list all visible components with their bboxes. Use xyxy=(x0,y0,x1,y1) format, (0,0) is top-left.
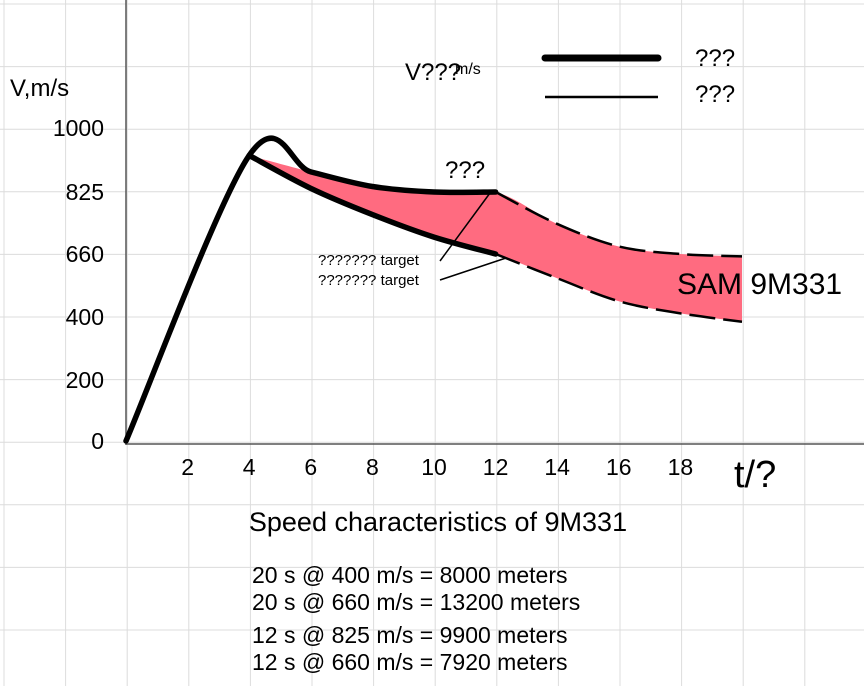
target-annotation-1: ??????? target xyxy=(318,252,420,269)
target-annotation-2: ??????? target xyxy=(318,272,420,289)
x-axis-label: t/? xyxy=(734,454,776,496)
peak-annotation: ??? xyxy=(445,157,485,184)
note-line: 20 s @ 400 m/s = 8000 meters xyxy=(252,562,567,588)
note-line: 20 s @ 660 m/s = 13200 meters xyxy=(252,589,580,615)
extrapolated-line-1 xyxy=(495,190,743,258)
x-tick-label: 10 xyxy=(421,454,447,480)
legend-title: V??? xyxy=(405,59,461,86)
tick-labels: 2 4 6 8 10 12 14 16 18 0 200 400 660 825 1000 xyxy=(53,115,693,480)
extrapolated-line-2 xyxy=(495,252,743,323)
y-tick-label: 1000 xyxy=(53,115,104,141)
x-tick-label: 4 xyxy=(243,454,256,480)
note-line: 12 s @ 825 m/s = 9900 meters xyxy=(252,622,567,648)
series-line-upper xyxy=(123,135,499,444)
y-axis-label: V,m/s xyxy=(10,75,69,102)
x-tick-label: 18 xyxy=(668,454,694,480)
target-pointer-1 xyxy=(439,192,491,262)
y-tick-label: 660 xyxy=(66,241,104,267)
legend: V??? m/s ??? ??? xyxy=(405,45,735,108)
shaded-band xyxy=(249,155,742,322)
x-tick-label: 12 xyxy=(483,454,509,480)
x-tick-label: 2 xyxy=(181,454,194,480)
series-line-lower xyxy=(246,152,499,257)
y-tick-label: 825 xyxy=(66,179,104,205)
axes xyxy=(125,0,864,445)
y-tick-label: 200 xyxy=(66,367,104,393)
note-line: 12 s @ 660 m/s = 7920 meters xyxy=(252,649,567,675)
chart-title: Speed characteristics of 9M331 xyxy=(249,507,627,537)
legend-unit: m/s xyxy=(455,61,481,78)
x-tick-label: 8 xyxy=(366,454,379,480)
band-label: SAM 9M331 xyxy=(677,268,842,301)
series-lines xyxy=(123,135,743,444)
legend-entry-thick: ??? xyxy=(695,45,735,72)
target-pointer-2 xyxy=(439,257,507,281)
x-tick-label: 14 xyxy=(544,454,570,480)
x-tick-label: 6 xyxy=(304,454,317,480)
y-tick-label: 400 xyxy=(66,304,104,330)
y-tick-label: 0 xyxy=(91,428,104,454)
notes: 20 s @ 400 m/s = 8000 meters 20 s @ 660 … xyxy=(252,562,580,675)
legend-entry-thin: ??? xyxy=(695,81,735,108)
x-tick-label: 16 xyxy=(606,454,632,480)
uncertainty-band xyxy=(249,155,742,322)
